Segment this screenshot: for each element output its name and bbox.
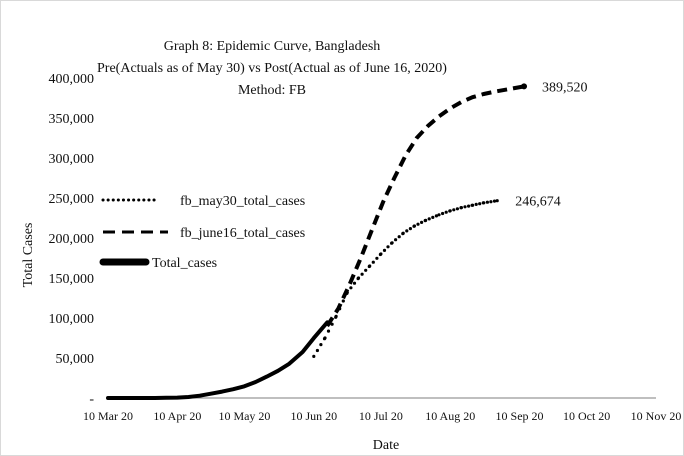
y-tick-label-100-000: 100,000 <box>49 312 95 327</box>
chart-title-line-1: Graph 8: Epidemic Curve, Bangladesh <box>164 39 381 54</box>
x-tick-label-10-nov-20: 10 Nov 20 <box>631 409 682 423</box>
x-tick-label-10-jun-20: 10 Jun 20 <box>290 409 337 423</box>
x-tick-label-10-sep-20: 10 Sep 20 <box>496 409 544 423</box>
legend-label-fb-may30: fb_may30_total_cases <box>180 194 305 209</box>
legend-item-total-cases: Total_cases <box>99 256 217 271</box>
series-fb-may30-total-cases-point <box>334 314 338 318</box>
series-fb-may30-total-cases-point <box>397 235 401 239</box>
series-fb-may30-total-cases-point <box>364 268 368 272</box>
series-fb-may30-total-cases-point <box>390 241 394 245</box>
y-tick-label-400-000: 400,000 <box>49 72 95 87</box>
legend-label-fb-june16: fb_june16_total_cases <box>180 226 305 241</box>
plot-area: - 50,000 100,000 150,000 200,000 250,000 300,0… <box>49 72 682 423</box>
legend: fb_may30_total_cases fb_june16_total_cas… <box>99 194 305 271</box>
series-fb-may30-total-cases-point <box>368 264 372 268</box>
y-tick-label-150-000: 150,000 <box>49 272 95 287</box>
series-fb-may30-total-cases-point <box>478 202 482 206</box>
series-fb-may30-total-cases-point <box>467 204 471 208</box>
series-fb-may30-total-cases-point <box>427 217 431 221</box>
series-fb-may30-total-cases-point <box>416 222 420 226</box>
series-fb-may30-total-cases-point <box>405 229 409 233</box>
chart-title-line-3: Method: FB <box>238 83 306 98</box>
series-fb-may30-total-cases-point <box>489 200 493 204</box>
series-fb-may30-total-cases-point <box>352 281 357 285</box>
series-fb-may30-total-cases-point <box>360 272 364 276</box>
series-fb-may30-total-cases-point <box>448 209 452 213</box>
series-fb-may30-total-cases-point <box>312 354 316 358</box>
data-label-fb-may30-total-cases-end: 246,674 <box>515 195 561 210</box>
series-fb-may30-total-cases-point <box>441 211 445 216</box>
series-fb-may30-total-cases-point <box>356 276 361 280</box>
series-fb-may30-total-cases-point <box>485 200 489 204</box>
chart-title-line-2: Pre(Actuals as of May 30) vs Post(Actual… <box>97 61 447 76</box>
series-fb-may30-total-cases-point <box>315 348 319 353</box>
series-fb-may30-total-cases-point <box>434 214 438 218</box>
series-fb-may30-total-cases-point <box>459 206 463 210</box>
series-fb-may30-total-cases-point <box>420 220 424 224</box>
chart-title: Graph 8: Epidemic Curve, Bangladesh Pre(… <box>97 39 447 98</box>
series-fb-may30-total-cases-point <box>452 208 456 212</box>
series-fb-may30-total-cases-point <box>319 343 323 347</box>
series-fb-may30-total-cases-point <box>408 227 412 231</box>
series-fb-may30-total-cases-point <box>412 224 416 228</box>
y-tick-label-350-000: 350,000 <box>49 112 95 127</box>
series-fb-may30-total-cases-point <box>330 322 334 326</box>
series-total-cases-line <box>106 320 330 400</box>
series-fb-may30-total-cases-point <box>492 199 497 203</box>
series-fb-june16-total-cases-end-marker <box>521 83 528 90</box>
series-fb-june16-total-cases-line <box>325 84 525 328</box>
series-fb-may30-total-cases-point <box>386 245 390 249</box>
y-axis-title: Total Cases <box>21 223 36 288</box>
series-fb-may30-total-cases-point <box>379 252 383 256</box>
x-tick-label-10-apr-20: 10 Apr 20 <box>153 409 201 423</box>
series-fb-may30-total-cases-point <box>394 238 398 242</box>
series-fb-may30-total-cases-point <box>349 286 353 290</box>
data-label-fb-june16-total-cases-end: 389,520 <box>542 80 588 95</box>
series-fb-may30-total-cases-point <box>444 210 448 214</box>
series-fb-may30-total-cases-point <box>323 336 327 340</box>
series-fb-may30-total-cases-point <box>431 215 435 219</box>
series-fb-may30-total-cases-point <box>326 329 331 333</box>
x-tick-label-10-may-20: 10 May 20 <box>218 409 270 423</box>
x-tick-label-10-jul-20: 10 Jul 20 <box>359 409 403 423</box>
series-fb-may30-total-cases-point <box>463 205 467 209</box>
series-fb-may30-total-cases-point <box>482 201 486 205</box>
y-tick-label-: - <box>89 392 94 407</box>
x-axis-title: Date <box>373 438 399 453</box>
legend-item-fb-may30: fb_may30_total_cases <box>101 194 305 209</box>
series-fb-may30-total-cases-point <box>474 202 478 206</box>
x-tick-label-10-aug-20: 10 Aug 20 <box>425 409 475 423</box>
series-fb-may30-total-cases-point <box>455 207 459 211</box>
legend-item-fb-june16: fb_june16_total_cases <box>103 226 305 241</box>
series-fb-may30-total-cases-point <box>371 260 375 264</box>
y-tick-label-50-000: 50,000 <box>56 352 95 367</box>
series-fb-may30-total-cases-point <box>495 199 499 203</box>
series-fb-may30-total-cases-point <box>341 299 345 303</box>
series-fb-may30-total-cases-point <box>382 248 387 252</box>
x-tick-label-10-oct-20: 10 Oct 20 <box>563 409 610 423</box>
series-fb-may30-total-cases-point <box>375 256 379 260</box>
legend-label-total-cases: Total_cases <box>152 256 217 271</box>
series-fb-may30-total-cases-point <box>424 218 428 222</box>
series-fb-may30-total-cases-point <box>437 213 441 217</box>
y-tick-label-250-000: 250,000 <box>49 192 95 207</box>
x-tick-label-10-mar-20: 10 Mar 20 <box>83 409 133 423</box>
series-fb-may30-total-cases-point <box>471 203 475 207</box>
y-tick-label-200-000: 200,000 <box>49 232 95 247</box>
series-fb-may30-total-cases-point <box>401 231 405 235</box>
y-tick-label-300-000: 300,000 <box>49 152 95 167</box>
